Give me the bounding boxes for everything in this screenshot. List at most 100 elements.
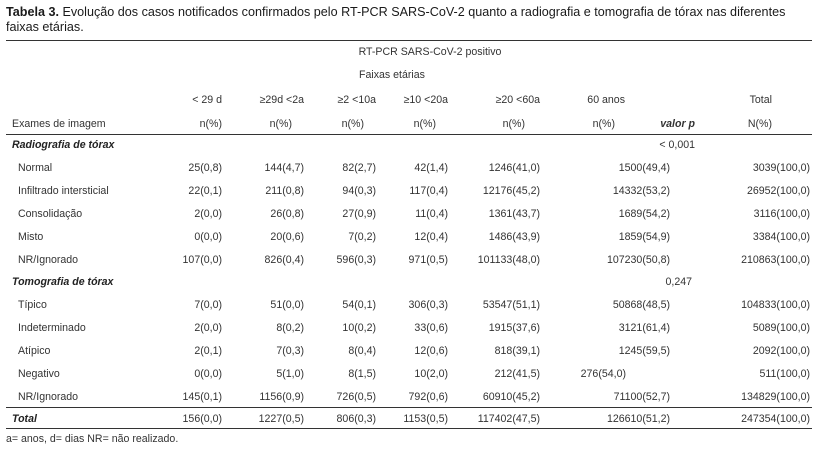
cell: 27(0,9) (342, 208, 376, 220)
cell: 211(0,8) (265, 185, 304, 197)
unit-col-1: n(%) (199, 118, 222, 130)
cell: 1859(54,9) (618, 231, 670, 243)
cell: 71100(52,7) (613, 391, 670, 403)
cell: 792(0,6) (408, 391, 448, 403)
row-label: Normal (18, 162, 53, 174)
cell: 2(0,1) (194, 345, 222, 357)
cell: 1156(0,9) (259, 391, 304, 403)
cell-total: 247354(100,0) (741, 413, 810, 425)
cell-total: 210863(100,0) (741, 254, 810, 266)
cell: 806(0,3) (336, 413, 376, 425)
cell: 107(0,0) (182, 254, 222, 266)
header-rule (6, 134, 812, 135)
cell: 20(0,6) (270, 231, 304, 243)
cell: 10(0,2) (342, 322, 376, 334)
cell: 94(0,3) (342, 185, 376, 197)
cell: 726(0,5) (336, 391, 376, 403)
cell: 7(0,3) (276, 345, 304, 357)
cell: 306(0,3) (408, 299, 448, 311)
cell: 971(0,5) (408, 254, 448, 266)
section-title-radiografia: Radiografia de tórax (12, 139, 115, 151)
col-header-lt29d: < 29 d (192, 94, 222, 106)
bottom-rule (6, 428, 812, 430)
cell: 2(0,0) (194, 322, 222, 334)
cell: 1500(49,4) (618, 162, 670, 174)
cell: 596(0,3) (336, 254, 376, 266)
top-rule (6, 40, 812, 42)
cell: 1153(0,5) (403, 413, 448, 425)
unit-col-3: n(%) (341, 118, 364, 130)
header-group: RT-PCR SARS-CoV-2 positivo (358, 46, 502, 58)
cell-total: 5089(100,0) (752, 322, 810, 334)
cell: 7(0,2) (348, 231, 376, 243)
cell: 144(4,7) (264, 162, 304, 174)
cell: 51(0,0) (270, 299, 304, 311)
cell: 145(0,1) (182, 391, 222, 403)
cell: 8(0,4) (348, 345, 376, 357)
cell: 7(0,0) (194, 299, 222, 311)
col-header-2-10a: ≥2 <10a (337, 94, 376, 106)
col-header-10-20a: ≥10 <20a (403, 94, 448, 106)
caption-text: Evolução dos casos notificados confirmad… (6, 5, 786, 34)
total-label: Total (12, 413, 37, 425)
cell: 5(1,0) (276, 368, 304, 380)
row-label: Indeterminado (18, 322, 86, 334)
cell: 53547(51,1) (482, 299, 540, 311)
cell-total: 2092(100,0) (752, 345, 810, 357)
col-header-total: Total (749, 94, 772, 106)
cell: 25(0,8) (188, 162, 222, 174)
row-label: Misto (18, 231, 44, 243)
cell: 0(0,0) (194, 368, 222, 380)
cell: 0(0,0) (194, 231, 222, 243)
cell: 101133(48,0) (477, 254, 540, 266)
unit-col-5: n(%) (502, 118, 525, 130)
cell: 818(39,1) (494, 345, 540, 357)
cell: 212(41,5) (494, 368, 540, 380)
cell: 117(0,4) (409, 185, 448, 197)
cell: 1227(0,5) (258, 413, 304, 425)
cell: 33(0,6) (414, 322, 448, 334)
unit-col-4: n(%) (413, 118, 436, 130)
row-label: Típico (18, 299, 47, 311)
section-pvalue-tomografia: 0,247 (665, 276, 692, 288)
cell-total: 3384(100,0) (752, 231, 810, 243)
col-header-60a: 60 anos (587, 94, 625, 106)
cell: 1246(41,0) (488, 162, 540, 174)
table-caption: Tabela 3. Evolução dos casos notificados… (6, 5, 812, 35)
cell: 3121(61,4) (618, 322, 670, 334)
cell: 1915(37,6) (488, 322, 540, 334)
caption-label: Tabela 3. (6, 5, 59, 19)
cell-total: 3116(100,0) (753, 208, 810, 220)
row-label: NR/Ignorado (18, 391, 79, 403)
unit-total: N(%) (747, 118, 772, 130)
cell: 50868(48,5) (612, 299, 670, 311)
cell: 117402(47,5) (477, 413, 540, 425)
row-label: Atípico (18, 345, 51, 357)
cell-total: 26952(100,0) (746, 185, 810, 197)
section-pvalue-radiografia: < 0,001 (659, 139, 695, 151)
cell: 54(0,1) (342, 299, 376, 311)
cell: 22(0,1) (188, 185, 222, 197)
cell: 2(0,0) (194, 208, 222, 220)
cell: 826(0,4) (264, 254, 304, 266)
cell: 11(0,4) (415, 208, 448, 220)
cell: 26(0,8) (270, 208, 304, 220)
cell: 42(1,4) (414, 162, 448, 174)
cell: 276(54,0) (580, 368, 626, 380)
total-rule (6, 407, 812, 408)
pvalue-header: valor p (660, 118, 695, 130)
header-subgroup: Faixas etárias (359, 69, 425, 81)
row-label: Negativo (18, 368, 60, 380)
unit-col-2: n(%) (269, 118, 292, 130)
cell: 12(0,4) (414, 231, 448, 243)
cell: 1361(43,7) (488, 208, 540, 220)
cell-total: 511(100,0) (759, 368, 810, 380)
col-header-20-60a: ≥20 <60a (495, 94, 540, 106)
cell-total: 104833(100,0) (741, 299, 810, 311)
row-header-label: Exames de imagem (12, 118, 106, 130)
cell: 107230(50,8) (606, 254, 670, 266)
col-header-29d-2a: ≥29d <2a (259, 94, 304, 106)
cell-total: 134829(100,0) (741, 391, 810, 403)
cell: 1486(43,9) (488, 231, 540, 243)
